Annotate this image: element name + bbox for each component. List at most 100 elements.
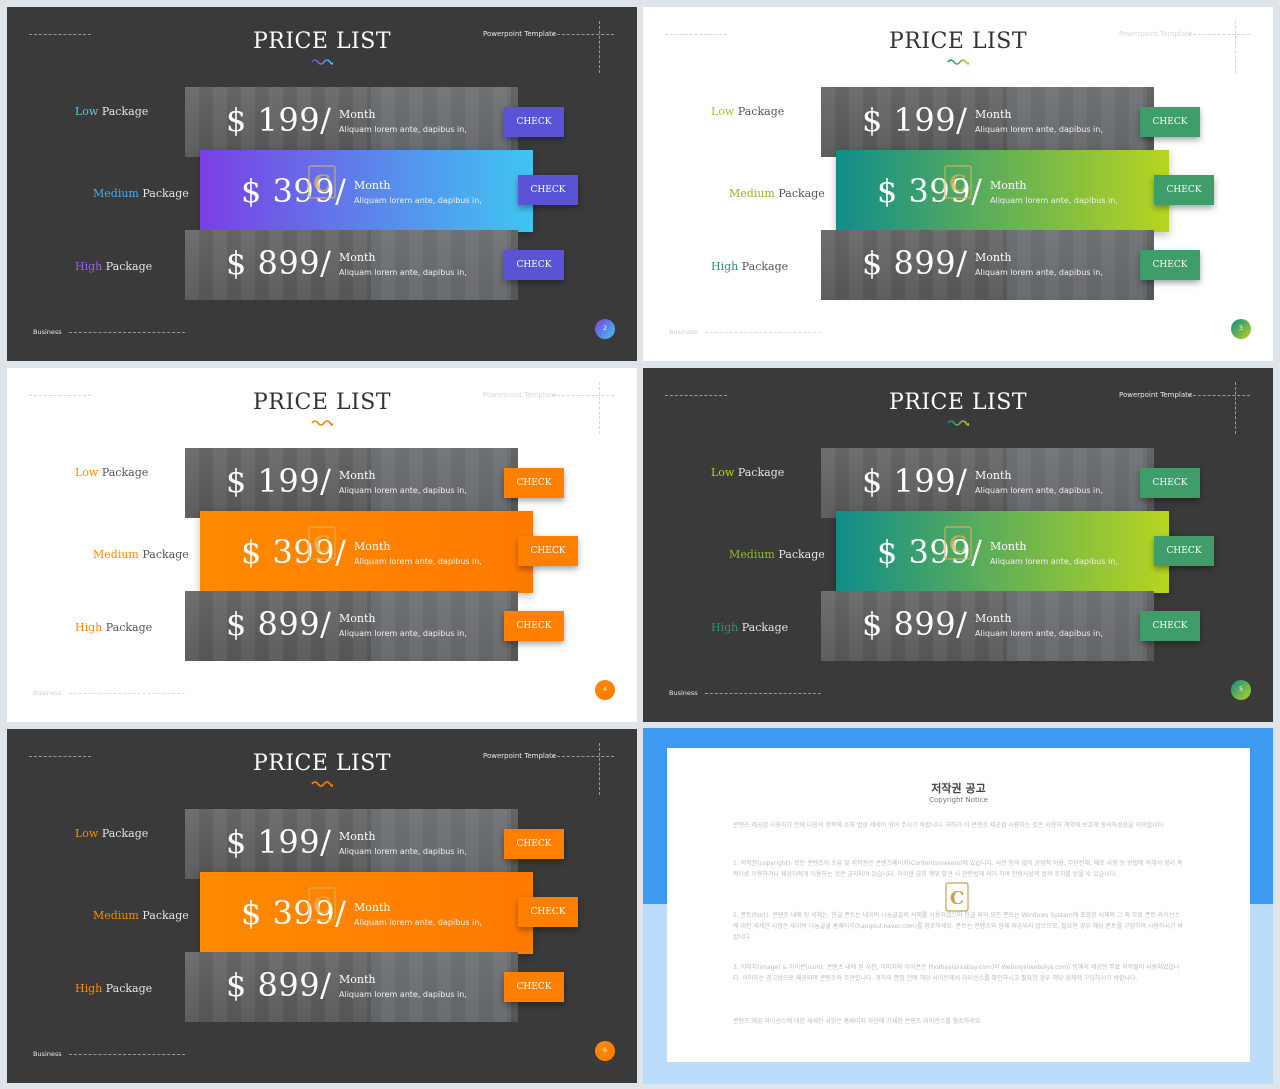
check-button[interactable]: CHECK: [518, 175, 578, 205]
check-button[interactable]: CHECK: [1140, 250, 1200, 280]
footer-label: Business: [33, 689, 62, 697]
check-button[interactable]: CHECK: [504, 611, 564, 641]
package-tier: High: [75, 260, 103, 273]
price-band: [185, 230, 518, 300]
package-tier: High: [75, 982, 103, 995]
divider-dash: [552, 395, 614, 396]
package-label: Medium Package: [93, 548, 189, 561]
notice-subtitle: Copyright Notice: [929, 796, 988, 804]
package-tier: Medium: [93, 187, 139, 200]
check-button[interactable]: CHECK: [504, 107, 564, 137]
divider-dash: [552, 34, 614, 35]
package-tier: Low: [75, 105, 99, 118]
price-description: Aliquam lorem ante, dapibus in,: [354, 557, 482, 566]
price-list-slide: Powerpoint Template PRICE LIST Low Package…: [643, 7, 1273, 361]
check-button[interactable]: CHECK: [504, 468, 564, 498]
package-tier: Low: [711, 466, 735, 479]
notice-title: 저작권 공고: [931, 782, 986, 795]
price-band: [821, 591, 1154, 661]
price-value: $ 899/: [226, 605, 332, 643]
divider-dash-vertical: [599, 382, 600, 434]
footer-label: Business: [33, 328, 62, 336]
package-tier: Medium: [729, 548, 775, 561]
slide-title: PRICE LIST: [253, 390, 391, 415]
divider-dash-vertical: [1235, 382, 1236, 434]
price-description: Aliquam lorem ante, dapibus in,: [990, 557, 1118, 566]
package-label: High Package: [75, 621, 152, 634]
c-logo-icon: C: [943, 525, 973, 561]
c-logo-icon: C: [307, 164, 337, 200]
svg-text:C: C: [313, 532, 331, 558]
c-logo-icon: C: [945, 882, 969, 912]
price-period: Month: [339, 830, 376, 843]
price-band-highlight: [200, 511, 533, 593]
price-band: [185, 591, 518, 661]
check-button[interactable]: CHECK: [504, 972, 564, 1002]
check-button[interactable]: CHECK: [1140, 468, 1200, 498]
footer-label: Business: [669, 689, 698, 697]
page-number-badge: 6: [595, 1041, 615, 1061]
divider-dash: [29, 34, 91, 35]
c-logo-icon: C: [943, 164, 973, 200]
package-suffix: Package: [105, 621, 153, 634]
divider-dash-vertical: [599, 21, 600, 73]
price-list-slide: Powerpoint Template PRICE LIST Low Package…: [643, 368, 1273, 722]
price-list-slide: Powerpoint Template PRICE LIST Low Package…: [7, 729, 637, 1083]
package-suffix: Package: [737, 466, 785, 479]
price-period: Month: [339, 108, 376, 121]
notice-paragraph-copyright: 1. 저작권(copyright): 모든 콘텐츠의 소유 및 저작권은 콘텐츠…: [733, 860, 1183, 878]
price-band-highlight: [836, 150, 1169, 232]
price-period: Month: [339, 612, 376, 625]
package-suffix: Package: [101, 466, 149, 479]
package-suffix: Package: [105, 260, 153, 273]
check-button[interactable]: CHECK: [518, 897, 578, 927]
price-period: Month: [990, 540, 1027, 553]
package-tier: Low: [711, 105, 735, 118]
package-label: Low Package: [75, 827, 148, 840]
package-suffix: Package: [142, 187, 189, 200]
divider-dash: [705, 693, 821, 694]
price-description: Aliquam lorem ante, dapibus in,: [339, 847, 467, 856]
divider-dash: [29, 756, 91, 757]
package-label: Medium Package: [729, 187, 825, 200]
price-period: Month: [339, 469, 376, 482]
slide-title: PRICE LIST: [889, 390, 1027, 415]
footer-label: Business: [669, 328, 698, 336]
divider-dash: [705, 332, 821, 333]
price-period: Month: [354, 179, 391, 192]
check-button[interactable]: CHECK: [1154, 175, 1214, 205]
package-suffix: Package: [741, 621, 789, 634]
package-label: Low Package: [711, 105, 784, 118]
price-description: Aliquam lorem ante, dapibus in,: [354, 918, 482, 927]
package-label: Low Package: [75, 466, 148, 479]
package-tier: Medium: [93, 909, 139, 922]
check-button[interactable]: CHECK: [1140, 611, 1200, 641]
price-period: Month: [339, 251, 376, 264]
package-label: Medium Package: [93, 909, 189, 922]
divider-dash: [1188, 34, 1250, 35]
check-button[interactable]: CHECK: [1140, 107, 1200, 137]
price-value: $ 199/: [226, 823, 332, 861]
price-band: [821, 87, 1154, 157]
check-button[interactable]: CHECK: [1154, 536, 1214, 566]
check-button[interactable]: CHECK: [504, 250, 564, 280]
price-period: Month: [990, 179, 1027, 192]
package-label: High Package: [75, 260, 152, 273]
package-label: High Package: [75, 982, 152, 995]
price-description: Aliquam lorem ante, dapibus in,: [339, 629, 467, 638]
price-description: Aliquam lorem ante, dapibus in,: [339, 268, 467, 277]
package-tier: High: [75, 621, 103, 634]
check-button[interactable]: CHECK: [504, 829, 564, 859]
page-number-badge: 5: [1231, 680, 1251, 700]
divider-dash: [552, 756, 614, 757]
price-value: $ 199/: [226, 101, 332, 139]
notice-paragraph-intro: 콘텐츠 제공업 사용하기 전에 다음의 항목에 소해 법상 세세이 쉬어 주시기…: [733, 822, 1166, 829]
check-button[interactable]: CHECK: [518, 536, 578, 566]
price-period: Month: [975, 251, 1012, 264]
divider-dash-vertical: [1235, 21, 1236, 73]
price-value: $ 399/: [877, 172, 983, 210]
price-band: [821, 230, 1154, 300]
page-number-badge: 2: [595, 319, 615, 339]
package-tier: Low: [75, 827, 99, 840]
svg-text:C: C: [950, 888, 964, 909]
